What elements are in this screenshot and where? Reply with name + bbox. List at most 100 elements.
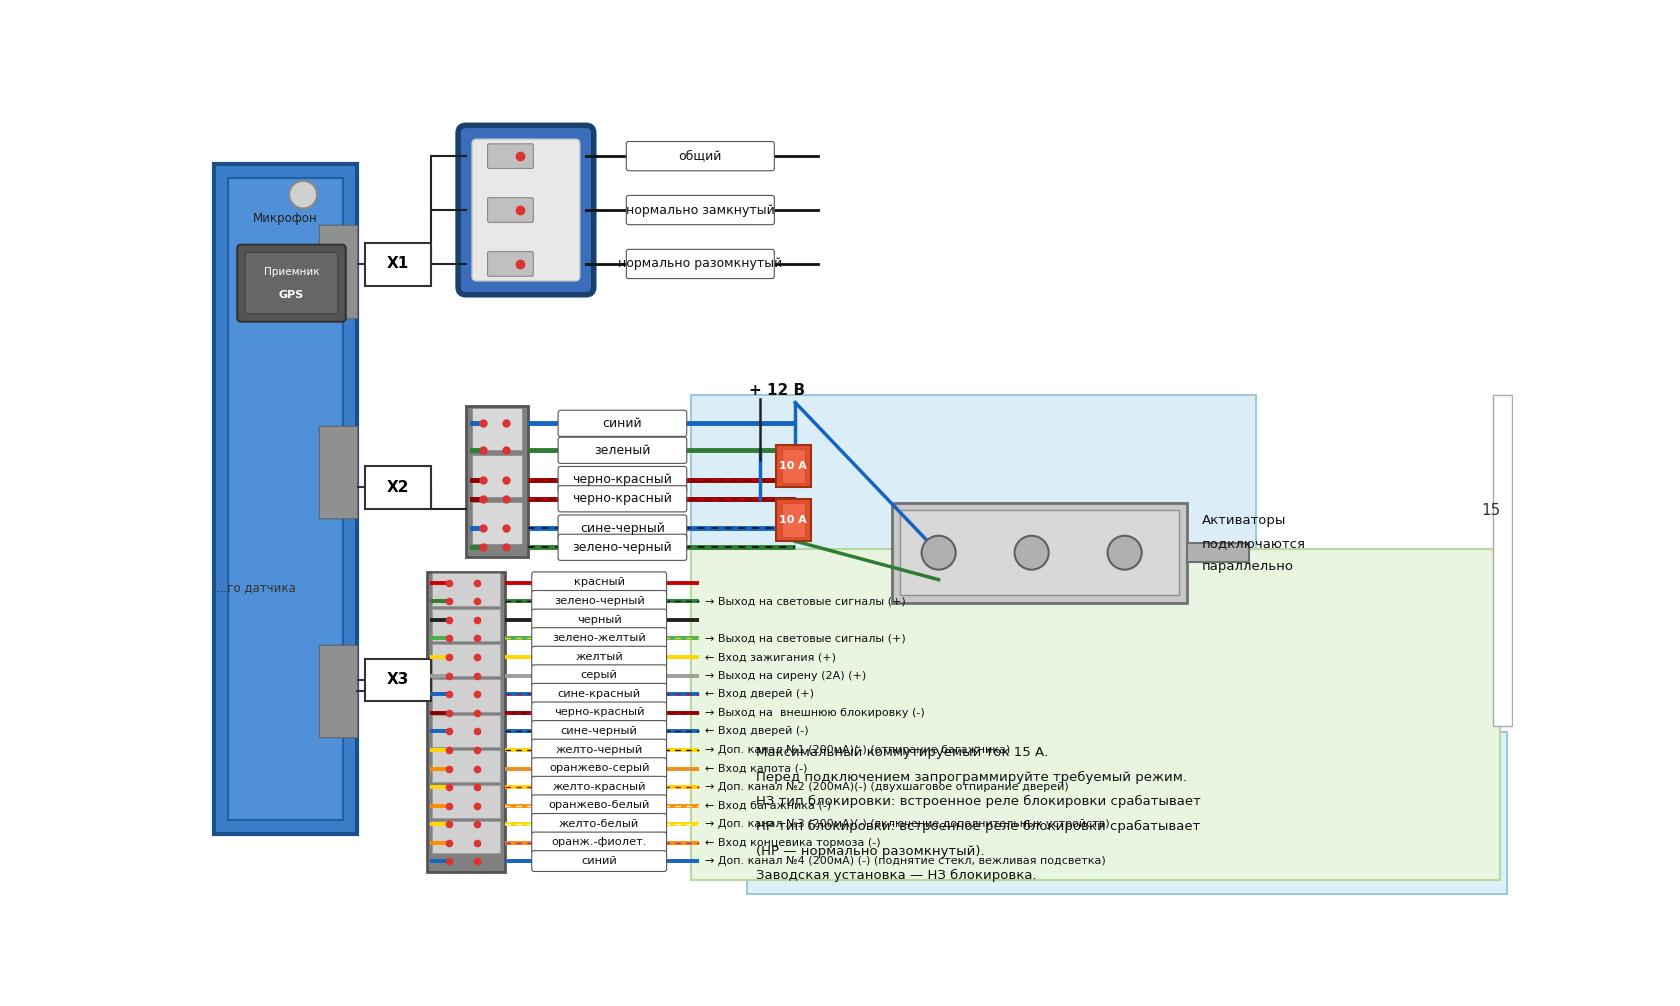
Text: ← Вход зажигания (+): ← Вход зажигания (+) [706, 652, 837, 662]
Bar [746, 732, 1505, 893]
FancyBboxPatch shape [531, 572, 667, 593]
Text: черно-красный: черно-красный [554, 707, 643, 717]
Text: параллельно: параллельно [1201, 560, 1294, 573]
Text: → Доп. канал №3 (200мА)(-) (включение дополнительных устройств): → Доп. канал №3 (200мА)(-) (включение до… [706, 819, 1109, 829]
Bar [319, 426, 358, 518]
FancyBboxPatch shape [245, 253, 338, 314]
Text: ← Вход концевика тормоза (-): ← Вход концевика тормоза (-) [706, 838, 880, 848]
Bar [776, 445, 810, 487]
Text: черно-красный: черно-красный [573, 473, 672, 486]
Text: красный: красный [573, 577, 625, 588]
Text: ← Вход дверей (+): ← Вход дверей (+) [706, 689, 813, 699]
Bar [781, 449, 805, 484]
Bar [1186, 543, 1248, 562]
FancyBboxPatch shape [531, 683, 667, 704]
Text: серый: серый [580, 670, 617, 680]
Text: Микрофон: Микрофон [252, 212, 318, 225]
Text: нормально разомкнутый: нормально разомкнутый [618, 258, 781, 271]
FancyBboxPatch shape [531, 720, 667, 741]
Bar [319, 426, 358, 518]
Circle shape [1015, 536, 1048, 569]
Bar [213, 164, 358, 834]
Text: черный: черный [576, 615, 622, 625]
Bar [365, 467, 430, 509]
Bar [365, 659, 430, 701]
FancyBboxPatch shape [531, 646, 667, 667]
Bar [228, 178, 343, 820]
Text: черно-красный: черно-красный [573, 492, 672, 505]
Text: оранж.-фиолет.: оранж.-фиолет. [551, 837, 647, 847]
FancyBboxPatch shape [627, 142, 774, 171]
Bar [432, 644, 499, 676]
Text: подключаются: подключаются [1201, 537, 1305, 550]
Text: зеленый: зеленый [595, 444, 650, 457]
Text: → Доп. канал №2 (200мА)(-) (двухшаговое отпирание дверей): → Доп. канал №2 (200мА)(-) (двухшаговое … [706, 782, 1068, 792]
Text: сине-черный: сине-черный [580, 521, 665, 534]
FancyBboxPatch shape [558, 438, 687, 464]
Text: НЗ тип блокировки: встроенное реле блокировки срабатывает: НЗ тип блокировки: встроенное реле блоки… [756, 795, 1201, 808]
Text: Приемник: Приемник [264, 267, 319, 277]
FancyBboxPatch shape [627, 249, 774, 279]
Text: желто-красный: желто-красный [553, 782, 645, 792]
Text: нормально замкнутый: нормально замкнутый [625, 203, 774, 216]
FancyBboxPatch shape [558, 486, 687, 512]
Bar [472, 455, 521, 497]
Text: → Выход на световые сигналы (+): → Выход на световые сигналы (+) [706, 597, 906, 607]
Text: Активаторы: Активаторы [1201, 514, 1285, 527]
FancyBboxPatch shape [531, 777, 667, 797]
Text: зелено-черный: зелено-черный [573, 541, 672, 553]
Text: Заводская установка — НЗ блокировка.: Заводская установка — НЗ блокировка. [756, 869, 1037, 882]
Bar [465, 406, 528, 556]
FancyBboxPatch shape [531, 795, 667, 816]
Text: 15: 15 [1480, 503, 1500, 518]
Text: желто-белый: желто-белый [559, 819, 638, 829]
Bar [781, 503, 805, 537]
Bar [899, 510, 1178, 595]
Text: + 12 В: + 12 В [748, 383, 805, 397]
Bar [690, 549, 1500, 880]
Text: желто-черный: желто-черный [554, 744, 642, 754]
Text: желтый: желтый [575, 652, 623, 662]
FancyBboxPatch shape [531, 591, 667, 612]
FancyBboxPatch shape [531, 851, 667, 871]
Bar [432, 609, 499, 641]
Circle shape [921, 536, 956, 569]
Bar [319, 645, 358, 737]
FancyBboxPatch shape [531, 814, 667, 834]
FancyBboxPatch shape [531, 665, 667, 686]
Text: НР тип блокировки: встроенное реле блокировки срабатывает: НР тип блокировки: встроенное реле блоки… [756, 820, 1200, 833]
FancyBboxPatch shape [459, 126, 593, 295]
Text: общий: общий [679, 150, 722, 163]
Bar [432, 715, 499, 747]
FancyBboxPatch shape [558, 467, 687, 493]
Text: ← Вход дверей (-): ← Вход дверей (-) [706, 726, 808, 736]
Bar [472, 502, 521, 544]
Text: → Доп. канал №4 (200мА) (-) (поднятие стекл, вежливая подсветка): → Доп. канал №4 (200мА) (-) (поднятие ст… [706, 856, 1105, 866]
Text: 10 А: 10 А [778, 515, 806, 524]
Text: → Выход на сирену (2А) (+): → Выход на сирену (2А) (+) [706, 671, 867, 681]
Bar [1492, 394, 1512, 726]
Bar [892, 503, 1186, 603]
Text: зелено-черный: зелено-черный [553, 596, 643, 606]
Text: → Доп. канал №1 (200мА)(-) (отпирание багажника): → Доп. канал №1 (200мА)(-) (отпирание ба… [706, 745, 1010, 754]
Bar [319, 225, 358, 318]
FancyBboxPatch shape [531, 758, 667, 779]
Bar [690, 394, 1255, 726]
Text: оранжево-серый: оранжево-серый [549, 764, 648, 774]
FancyBboxPatch shape [531, 628, 667, 649]
Bar [776, 499, 810, 541]
FancyBboxPatch shape [558, 515, 687, 541]
Bar [432, 821, 499, 853]
Circle shape [289, 181, 318, 208]
Text: Максимальный коммутируемый ток 15 А.: Максимальный коммутируемый ток 15 А. [756, 746, 1048, 759]
Text: ← Вход капота (-): ← Вход капота (-) [706, 764, 808, 774]
Text: GPS: GPS [279, 290, 304, 300]
FancyBboxPatch shape [487, 144, 533, 168]
Bar [472, 407, 521, 451]
Text: оранжево-белый: оранжево-белый [548, 801, 650, 810]
Bar [432, 679, 499, 711]
Circle shape [1107, 536, 1141, 569]
Text: X2: X2 [386, 480, 408, 495]
FancyBboxPatch shape [531, 832, 667, 853]
Text: (НР — нормально разомкнутый).: (НР — нормально разомкнутый). [756, 844, 984, 857]
